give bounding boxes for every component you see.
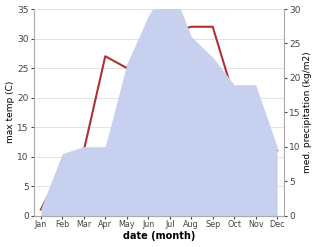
Y-axis label: max temp (C): max temp (C): [5, 81, 15, 144]
X-axis label: date (month): date (month): [123, 231, 195, 242]
Y-axis label: med. precipitation (kg/m2): med. precipitation (kg/m2): [303, 51, 313, 173]
